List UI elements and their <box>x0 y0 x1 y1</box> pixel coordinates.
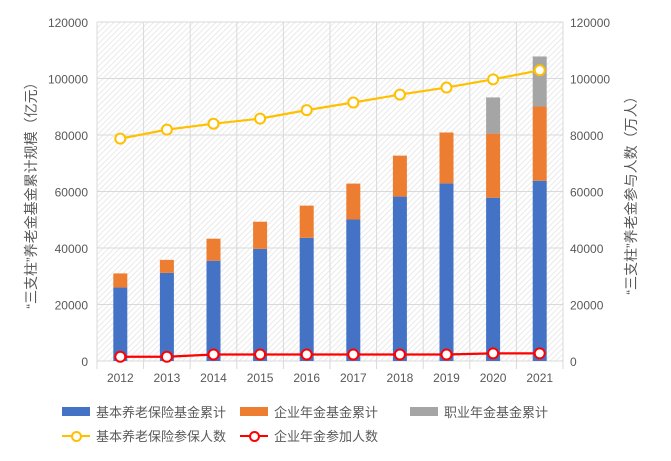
data-point <box>300 104 313 117</box>
data-point <box>207 348 220 361</box>
y2-tick-label: 100000 <box>570 73 610 87</box>
bar <box>159 259 174 273</box>
bar <box>159 272 174 361</box>
data-point <box>160 123 173 136</box>
x-tick-label: 2014 <box>200 371 227 385</box>
y-tick-label: 100000 <box>48 73 88 87</box>
series-line <box>120 352 540 358</box>
bar <box>299 237 314 361</box>
legend-item: 职业年金基金累计 <box>410 402 548 421</box>
bar <box>439 132 454 184</box>
bar <box>113 287 128 361</box>
data-point <box>487 73 500 86</box>
y-tick-label: 40000 <box>55 242 89 256</box>
y-tick-label: 60000 <box>55 186 89 200</box>
bar <box>532 106 547 181</box>
legend-label: 基本养老保险基金累计 <box>96 406 227 421</box>
data-point <box>114 132 127 145</box>
bar <box>346 219 361 361</box>
x-tick-label: 2021 <box>526 371 553 385</box>
bar <box>392 155 407 197</box>
y2-tick-label: 80000 <box>570 129 604 143</box>
y2-tick-label: 40000 <box>570 242 604 256</box>
legend-label: 企业年金参加人数 <box>274 430 379 445</box>
x-tick-label: 2019 <box>433 371 460 385</box>
y-tick-label: 80000 <box>55 129 89 143</box>
legend-item: 基本养老保险基金累计 <box>62 402 226 421</box>
data-point <box>533 347 546 360</box>
data-point <box>300 348 313 361</box>
x-tick-label: 2015 <box>247 371 274 385</box>
y-tick-label: 120000 <box>48 16 88 30</box>
bar <box>206 260 221 361</box>
legend-item: 基本养老保险参保人数 <box>62 426 226 445</box>
y-tick-label: 20000 <box>55 299 89 313</box>
bar <box>253 221 268 249</box>
x-tick-label: 2018 <box>387 371 414 385</box>
chart-svg: 0 0 20000 20000 40000 40000 60000 60000 80000 800… <box>23 16 639 385</box>
x-tick-label: 2017 <box>340 371 367 385</box>
series-line <box>120 69 540 140</box>
x-tick-label: 2016 <box>293 371 320 385</box>
x-tick-label: 2012 <box>107 371 134 385</box>
data-point <box>533 64 546 77</box>
data-point <box>440 81 453 94</box>
legend-label: 职业年金基金累计 <box>444 406 549 421</box>
data-point <box>160 350 173 363</box>
bar <box>346 183 361 220</box>
data-point <box>347 348 360 361</box>
data-point <box>254 112 267 125</box>
y2-axis-label: “三支柱”养老金参与人数（万人） <box>623 89 639 294</box>
data-point <box>393 88 406 101</box>
bar <box>206 238 221 261</box>
legend-label: 企业年金基金累计 <box>274 406 379 421</box>
x-tick-label: 2013 <box>154 371 181 385</box>
bar <box>299 205 314 238</box>
x-tick-label: 2020 <box>480 371 507 385</box>
data-point <box>347 96 360 109</box>
legend-item: 企业年金基金累计 <box>240 402 378 421</box>
data-point <box>254 348 267 361</box>
y-tick-label: 0 <box>81 355 88 369</box>
data-point <box>114 350 127 363</box>
legend-item: 企业年金参加人数 <box>240 426 378 445</box>
data-point <box>393 348 406 361</box>
data-point <box>487 347 500 360</box>
data-point <box>440 348 453 361</box>
legend-label: 基本养老保险参保人数 <box>96 430 227 445</box>
y2-tick-label: 0 <box>570 355 577 369</box>
bar <box>439 183 454 361</box>
data-point <box>207 117 220 130</box>
bar <box>532 180 547 361</box>
bar <box>392 196 407 361</box>
bar <box>532 56 547 107</box>
y2-tick-label: 20000 <box>570 299 604 313</box>
y2-tick-label: 60000 <box>570 186 604 200</box>
bar <box>253 248 268 361</box>
y-axis-label: “三支柱”养老金基金累计规模（亿元） <box>23 75 39 308</box>
bar <box>486 133 501 198</box>
bar <box>113 273 128 288</box>
y2-tick-label: 120000 <box>570 16 610 30</box>
bar <box>486 97 501 134</box>
bar <box>486 197 501 361</box>
